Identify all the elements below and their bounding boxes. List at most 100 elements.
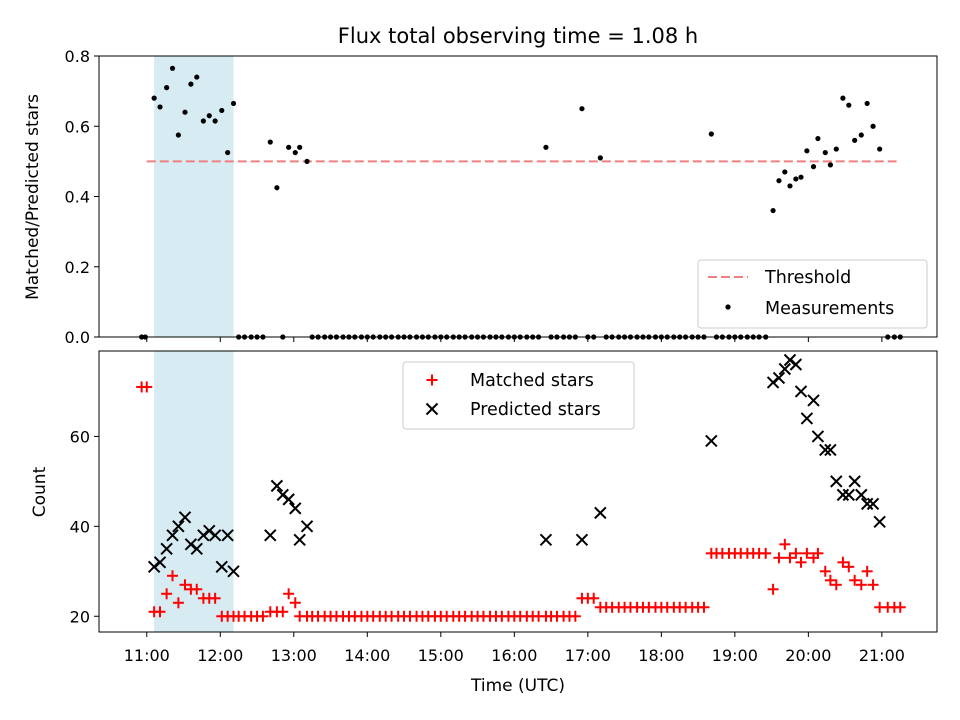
predicted-star-point <box>848 475 861 488</box>
matched-star-point <box>843 561 855 573</box>
measurement-point <box>798 174 804 180</box>
predicted-star-point <box>860 497 874 511</box>
measurement-point <box>852 137 858 143</box>
matched-star-point <box>179 579 191 591</box>
matched-star-points <box>136 381 906 622</box>
matched-star-point <box>790 547 802 559</box>
matched-star-point <box>867 579 879 591</box>
measurement-point <box>804 148 810 154</box>
predicted-star-point <box>772 371 786 385</box>
measurement-point <box>274 185 280 191</box>
predicted-star-point <box>539 533 553 547</box>
measurement-point <box>846 102 852 108</box>
matched-star-point <box>861 565 873 577</box>
measurement-point <box>708 131 714 137</box>
measurement-point <box>212 118 218 124</box>
top-y-axis-label: Matched/Predicted stars <box>23 94 43 300</box>
matched-star-point <box>819 565 831 577</box>
predicted-star-point <box>270 479 284 493</box>
predicted-star-point <box>819 443 832 457</box>
measurement-point <box>292 149 298 156</box>
top-legend: Threshold Measurements <box>697 259 928 329</box>
predicted-star-point <box>807 394 820 407</box>
measurement-point <box>200 118 206 124</box>
measurement-point <box>815 135 821 142</box>
measurement-point <box>864 100 870 107</box>
predicted-star-point <box>778 362 792 376</box>
measurement-point <box>793 176 799 182</box>
measurement-point <box>219 107 225 114</box>
matched-star-point <box>824 574 836 586</box>
predicted-star-point <box>289 502 302 515</box>
measurement-point <box>787 183 793 189</box>
measurement-point <box>169 65 176 71</box>
predicted-star-point <box>221 529 234 542</box>
matched-star-point <box>191 583 203 595</box>
bottom-x-ticks: 11:00 12:00 13:00 14:00 15:00 16:00 17:00 18:00… <box>124 632 905 665</box>
x-tick-label: 16:00 <box>491 646 537 665</box>
bottom-y-axis-label: Count <box>30 466 50 517</box>
legend-matched-label: Matched stars <box>470 371 594 391</box>
observing-span <box>154 351 234 632</box>
predicted-star-point <box>789 358 803 371</box>
predicted-star-point <box>794 385 808 398</box>
matched-star-point <box>698 601 710 613</box>
matched-star-point <box>784 552 796 564</box>
bottom-panel: 20 40 60 11:00 12:00 13:00 14:00 15:00 16:00 17:… <box>30 350 938 696</box>
predicted-star-point <box>264 529 277 542</box>
matched-star-point <box>172 597 184 609</box>
measurement-point <box>840 95 846 101</box>
predicted-star-point <box>811 430 825 443</box>
matched-star-point <box>779 538 791 550</box>
measurement-point <box>833 146 839 152</box>
measurement-point <box>164 85 170 91</box>
measurement-point <box>304 158 310 164</box>
chart-title: Flux total observing time = 1.08 h <box>338 24 698 48</box>
measurement-point <box>782 169 788 175</box>
predicted-star-point <box>866 497 880 511</box>
x-tick-label: 13:00 <box>271 646 317 665</box>
x-tick-label: 20:00 <box>785 646 831 665</box>
matched-star-point <box>812 547 824 559</box>
x-tick-label: 19:00 <box>712 646 758 665</box>
measurement-point <box>810 164 817 170</box>
predicted-star-point <box>824 443 837 457</box>
predicted-star-point <box>282 493 295 506</box>
measurement-point <box>206 113 212 119</box>
predicted-star-point <box>208 529 222 542</box>
predicted-star-point <box>855 488 868 502</box>
predicted-star-point <box>594 506 607 520</box>
matched-star-point <box>855 579 867 591</box>
legend-matched-swatch <box>426 374 438 386</box>
legend-measurements-swatch <box>725 304 731 310</box>
x-tick-label: 17:00 <box>565 646 611 665</box>
predicted-star-point <box>178 511 192 524</box>
bottom-legend-frame <box>402 361 635 430</box>
measurement-point <box>157 104 163 110</box>
predicted-star-point <box>227 565 240 578</box>
matched-star-point <box>588 592 600 604</box>
measurement-point <box>225 149 231 156</box>
measurement-point <box>776 178 782 184</box>
measurement-point <box>770 207 776 214</box>
x-tick-label: 18:00 <box>638 646 684 665</box>
predicted-star-point <box>830 475 843 488</box>
legend-predicted-label: Predicted stars <box>470 400 601 420</box>
x-axis-label: Time (UTC) <box>470 676 565 696</box>
matched-star-point <box>837 556 849 568</box>
predicted-star-point <box>293 533 306 547</box>
matched-star-point <box>894 601 906 613</box>
y-tick-label: 60 <box>70 427 90 446</box>
x-tick-label: 14:00 <box>344 646 390 665</box>
matched-star-point <box>760 547 772 559</box>
matched-star-point <box>849 574 861 586</box>
top-x-ticks <box>146 337 883 342</box>
predicted-star-point <box>836 488 850 502</box>
predicted-star-point <box>190 542 203 556</box>
matched-star-point <box>161 588 173 600</box>
legend-plus-marker <box>426 374 438 386</box>
predicted-star-point <box>160 542 173 556</box>
predicted-star-point <box>215 560 228 574</box>
measurement-point <box>151 95 157 101</box>
measurement-point <box>870 123 876 129</box>
